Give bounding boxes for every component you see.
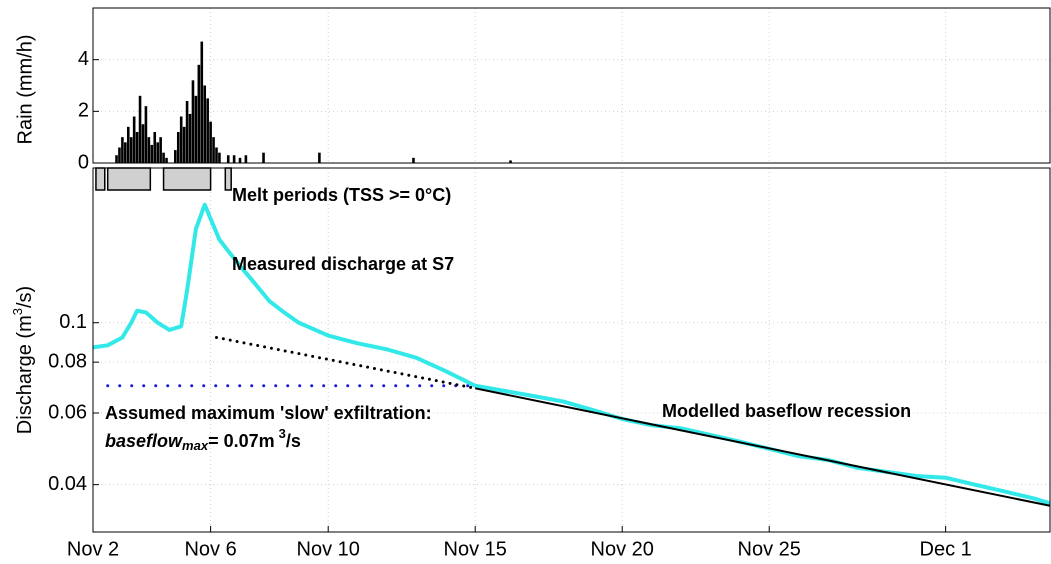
rain-bar [126,126,130,163]
baseflow-name: baseflow [105,431,183,451]
rain-bar [159,137,162,163]
ylabel-text: /s) [14,286,36,308]
rain-bar [238,157,242,163]
rain-bar [318,152,321,163]
series-label: Measured discharge at S7 [232,254,454,274]
melt-period [162,167,212,191]
rain-bar [244,155,248,163]
recession-line [475,387,1051,507]
rain-bar [138,95,142,163]
melt-period [95,167,106,191]
rain-bar [215,147,218,163]
melt-period [224,167,232,191]
ylabel-sup: 3 [10,308,25,315]
rain-bar [203,85,207,163]
melt-period [106,167,152,191]
rain-bar [200,41,204,164]
baseflow-unit: /s [286,431,301,451]
x-tick-label: Dec 1 [920,538,972,560]
x-tick-label: Nov 25 [738,538,801,560]
y-tick-label: 0.06 [48,401,87,423]
x-tick-label: Nov 10 [297,538,360,560]
x-tick-label: Nov 15 [444,538,507,560]
rain-bar [218,152,221,163]
rain-bar [262,152,265,163]
rain-bar [206,98,209,163]
baseflow-sub: max [182,438,209,453]
rain-bar [191,80,195,163]
y-tick-label: 0 [78,151,89,173]
ylabel-text: Discharge (m [14,315,36,434]
y-tick-label: 0.04 [48,473,87,495]
baseflow-sup: 3 [279,426,286,441]
rain-frame [92,7,1051,164]
x-tick-label: Nov 20 [591,538,654,560]
melt-label: Melt periods (TSS >= 0°C) [232,185,451,205]
recession-line [214,335,477,390]
discharge-line [92,202,1051,506]
rain-bar [212,137,215,163]
rain-bar [144,106,148,163]
rain-bar [226,155,230,163]
y-tick-label: 2 [78,100,89,122]
rain-bar [147,137,151,163]
rain-ylabel: Rain (mm/h) [14,34,36,144]
baseflow-formula: baseflowmax= 0.07m 3/s [105,426,301,453]
y-tick-label: 4 [78,48,89,70]
rain-bar [153,132,157,163]
rain-bar [141,124,145,163]
recession-label: Modelled baseflow recession [662,401,911,421]
rain-bar [150,144,154,163]
baseflow-label: Assumed maximum 'slow' exfiltration: [105,403,432,423]
x-tick-label: Nov 2 [67,538,119,560]
rain-bar [115,155,118,163]
rain-bar [232,155,236,163]
rain-bar [118,147,121,163]
rain-bar [176,132,180,163]
rain-bar [135,132,139,163]
rain-bar [156,142,159,163]
rain-bar [509,160,512,163]
discharge-ylabel: Discharge (m3/s) [10,286,36,434]
x-tick-label: Nov 6 [184,538,236,560]
rain-bar [197,64,201,163]
rain-bar [174,150,177,163]
rain-bar [162,152,165,163]
rain-bar [194,95,198,163]
y-tick-label: 0.08 [48,350,87,372]
rain-bar [182,126,186,163]
rain-bar [165,157,168,163]
rain-bar [124,142,127,163]
rain-bar [132,116,136,163]
discharge-frame [92,167,1051,533]
rain-bar [185,101,189,163]
rain-bar [188,113,192,163]
rain-bar [209,121,212,163]
rain-bar [412,157,415,163]
rain-bar [129,137,133,163]
y-tick-label: 0.1 [59,311,87,333]
rain-bar [179,116,183,163]
rain-bar [121,137,124,163]
baseflow-rest: = 0.07m [208,431,275,451]
